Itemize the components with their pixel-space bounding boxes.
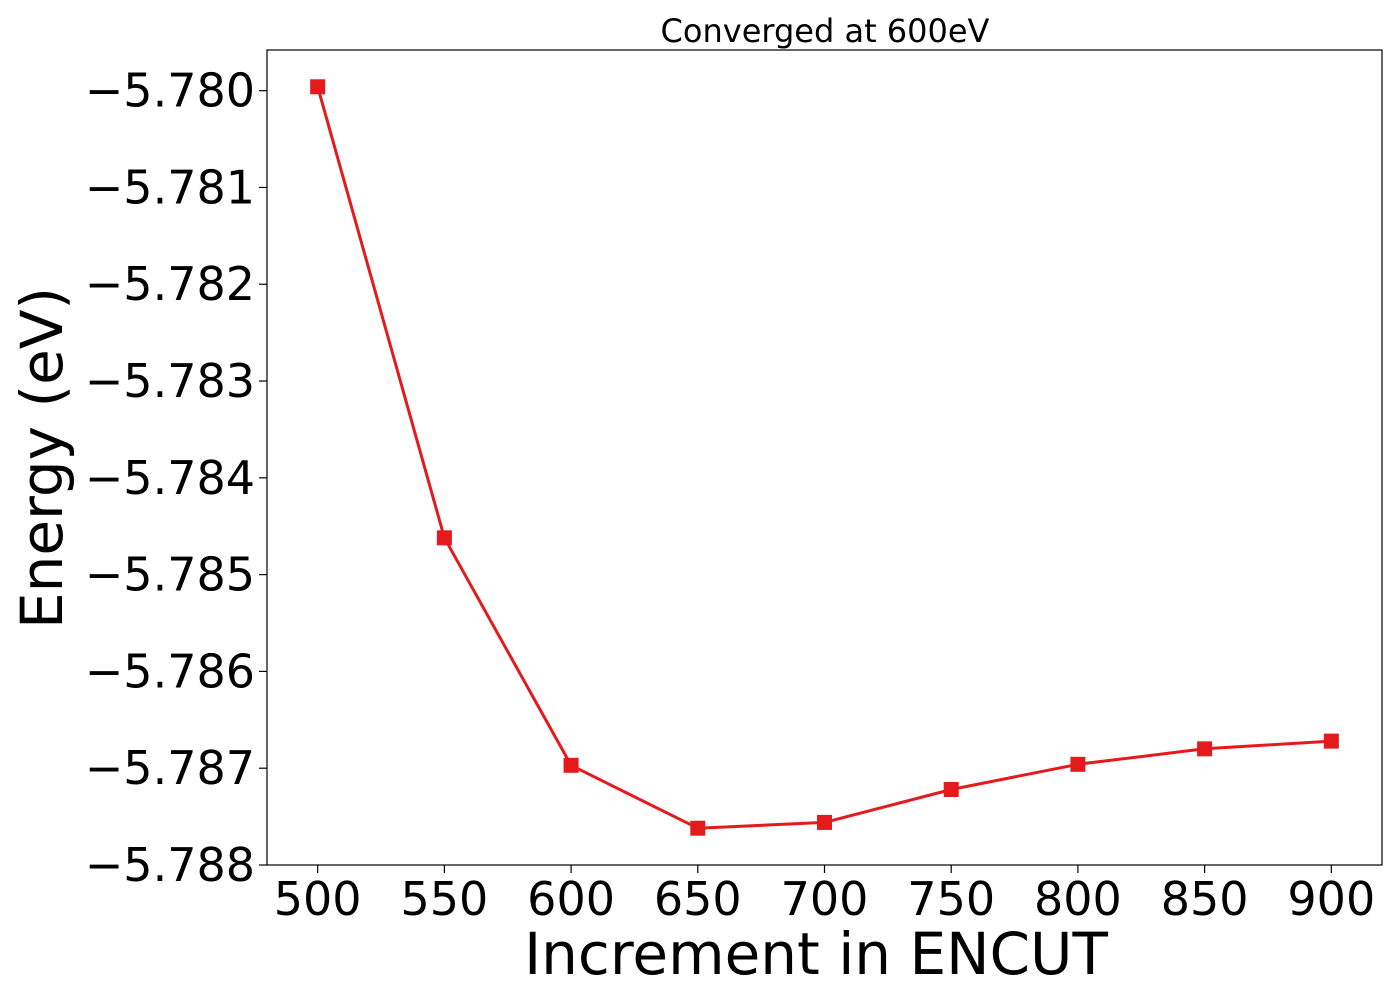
x-tick-label: 500 — [274, 872, 362, 926]
chart-title: Converged at 600eV — [661, 12, 990, 50]
plot-frame — [266, 49, 1383, 866]
data-point-marker — [1070, 756, 1086, 772]
data-point-marker — [310, 79, 326, 95]
y-tick-label: −5.787 — [85, 741, 255, 795]
x-tick-label: 800 — [1034, 872, 1122, 926]
y-tick-label: −5.788 — [85, 838, 255, 892]
data-point-marker — [436, 530, 452, 546]
x-tick-label: 650 — [654, 872, 742, 926]
y-axis-label: Energy (eV) — [8, 287, 76, 629]
y-tick-label: −5.783 — [85, 354, 255, 408]
x-tick-label: 700 — [781, 872, 869, 926]
data-point-marker — [1197, 741, 1213, 757]
y-tick-label: −5.785 — [85, 548, 255, 602]
data-point-marker — [1323, 733, 1339, 749]
plot-series — [310, 79, 1339, 836]
data-point-marker — [817, 814, 832, 830]
y-tick-label: −5.780 — [85, 64, 255, 118]
x-tick-label: 550 — [400, 872, 488, 926]
x-tick-label: 750 — [907, 872, 995, 926]
y-axis: −5.780 −5.781 −5.782 −5.783 −5.784 −5.785 −5.7… — [85, 64, 267, 892]
series-line — [316, 86, 1332, 830]
data-point-marker — [943, 782, 959, 798]
y-tick-label: −5.781 — [85, 160, 255, 214]
data-point-marker — [690, 820, 706, 836]
x-axis: 500 550 600 650 700 750 800 850 900 — [274, 865, 1375, 926]
y-tick-label: −5.782 — [85, 257, 255, 311]
x-tick-label: 900 — [1287, 872, 1375, 926]
x-tick-label: 600 — [527, 872, 615, 926]
y-tick-label: −5.786 — [85, 644, 255, 698]
data-point-marker — [563, 757, 579, 773]
x-tick-label: 850 — [1161, 872, 1249, 926]
x-axis-label: Increment in ENCUT — [524, 920, 1108, 988]
y-tick-label: −5.784 — [85, 451, 255, 505]
